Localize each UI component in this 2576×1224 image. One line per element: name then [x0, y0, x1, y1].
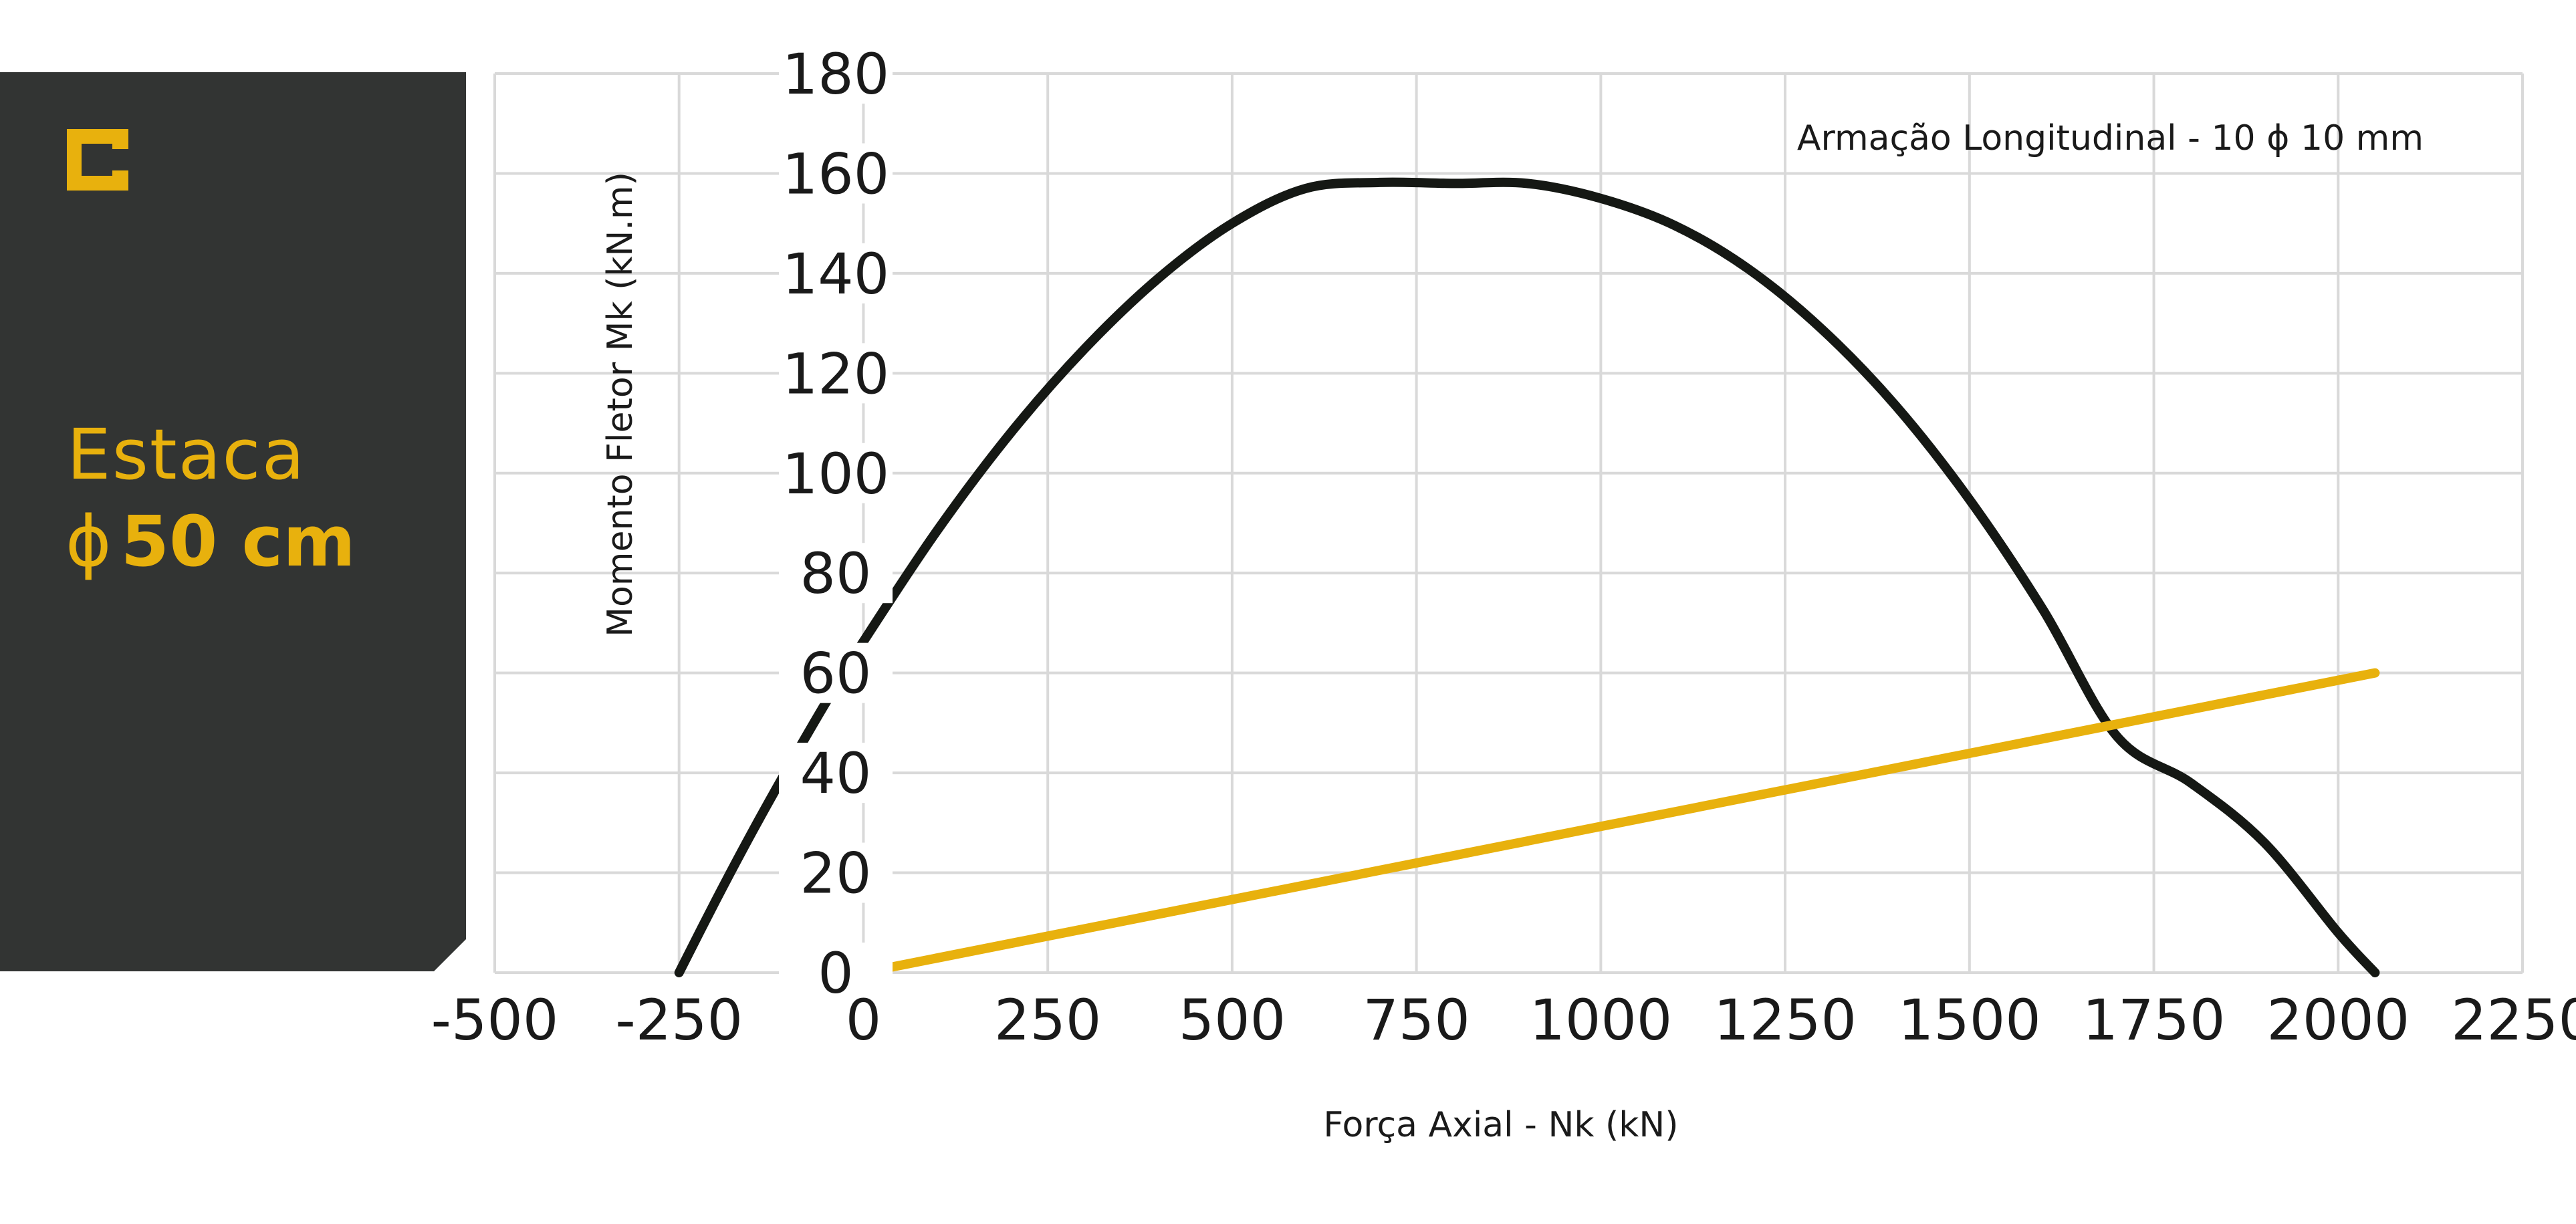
- y-tick-label: 120: [782, 341, 889, 406]
- x-tick-label: 2250: [2451, 987, 2576, 1053]
- y-tick-label-background: [779, 842, 893, 903]
- y-tick-label-background: [779, 243, 893, 303]
- side-panel: Estaca ϕ 50 cm: [0, 72, 466, 971]
- y-tick-label-background: [779, 343, 893, 404]
- x-tick-label: 1750: [2083, 987, 2226, 1053]
- y-tick-label: 80: [800, 541, 872, 606]
- y-tick-label-background: [779, 143, 893, 204]
- x-tick-label: 1500: [1898, 987, 2041, 1053]
- y-tick-label: 160: [782, 141, 889, 207]
- x-tick-label: -250: [615, 987, 743, 1053]
- interaction-curve-line: [674, 177, 2380, 977]
- y-tick-label-background: [779, 543, 893, 604]
- load-line: [858, 668, 2380, 977]
- panel-diameter-value: 50 cm: [120, 501, 356, 582]
- y-tick-label: 0: [818, 941, 853, 1006]
- grid: [493, 72, 2524, 974]
- y-tick-label: 180: [782, 41, 889, 107]
- y-tick-labels: 0 20 40 60 80 100 120 140 160 180: [779, 41, 893, 1006]
- series-layer: [674, 177, 2380, 977]
- x-axis-title: Força Axial - Nk (kN): [1323, 1105, 1678, 1145]
- x-tick-label: 500: [1179, 987, 1286, 1053]
- x-tick-label: 2000: [2266, 987, 2410, 1053]
- panel-title-diameter: ϕ 50 cm: [66, 507, 356, 576]
- y-tick-label-background: [779, 943, 893, 1003]
- y-axis-title: Momento Fletor Mk (kN.m): [600, 172, 640, 637]
- y-tick-label-background: [779, 443, 893, 503]
- y-tick-label-background: [779, 743, 893, 804]
- phi-symbol: ϕ: [66, 501, 112, 582]
- brand-c-icon: [67, 129, 128, 191]
- x-tick-labels: -500 -250 0 250 500 750 1000 1250 1500 1750 2000 22…: [431, 987, 2576, 1053]
- panel-title-estaca: Estaca: [67, 414, 306, 495]
- y-tick-label-background: [779, 43, 893, 104]
- y-tick-label: 20: [800, 841, 872, 906]
- y-tick-label-background: [779, 642, 893, 703]
- x-tick-label: 250: [994, 987, 1101, 1053]
- y-tick-label: 100: [782, 441, 889, 507]
- y-tick-label: 140: [782, 241, 889, 307]
- y-tick-label: 60: [800, 641, 872, 707]
- x-tick-label: -500: [431, 987, 559, 1053]
- x-tick-label: 1000: [1529, 987, 1672, 1053]
- x-tick-label: 750: [1363, 987, 1470, 1053]
- y-tick-label: 40: [800, 741, 872, 806]
- x-tick-label: 1250: [1714, 987, 1857, 1053]
- chart-annotation: Armação Longitudinal - 10 ϕ 10 mm: [1797, 118, 2424, 158]
- x-tick-label: 0: [846, 987, 881, 1053]
